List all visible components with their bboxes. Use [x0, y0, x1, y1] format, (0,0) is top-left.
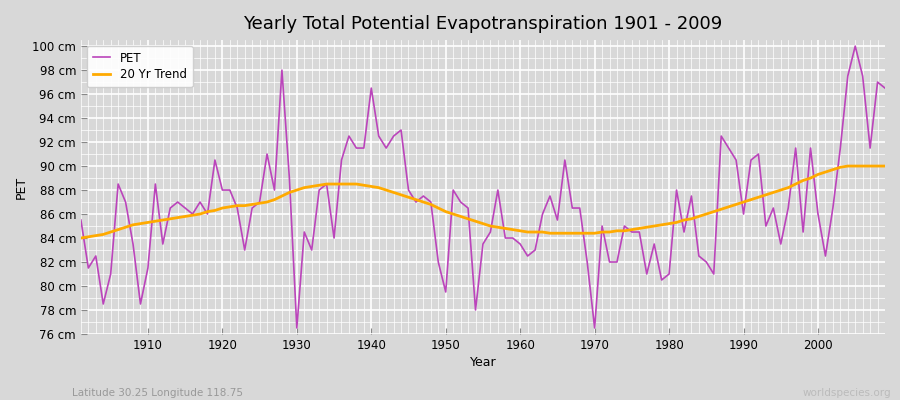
- Text: Latitude 30.25 Longitude 118.75: Latitude 30.25 Longitude 118.75: [72, 388, 243, 398]
- Legend: PET, 20 Yr Trend: PET, 20 Yr Trend: [86, 46, 193, 87]
- PET: [612, 260, 623, 264]
- 20 Yr Trend: [76, 236, 86, 240]
- Line: PET: PET: [81, 46, 885, 328]
- PET: [292, 326, 302, 330]
- PET: [850, 44, 860, 48]
- 20 Yr Trend: [515, 228, 526, 233]
- PET: [135, 302, 146, 306]
- 20 Yr Trend: [879, 164, 890, 168]
- X-axis label: Year: Year: [470, 356, 496, 369]
- Title: Yearly Total Potential Evapotranspiration 1901 - 2009: Yearly Total Potential Evapotranspiratio…: [243, 15, 723, 33]
- 20 Yr Trend: [135, 221, 146, 226]
- Y-axis label: PET: PET: [15, 176, 28, 199]
- PET: [879, 86, 890, 90]
- PET: [515, 242, 526, 246]
- 20 Yr Trend: [344, 182, 355, 186]
- PET: [351, 146, 362, 150]
- PET: [76, 218, 86, 222]
- PET: [522, 254, 533, 258]
- Text: worldspecies.org: worldspecies.org: [803, 388, 891, 398]
- 20 Yr Trend: [604, 230, 615, 234]
- 20 Yr Trend: [842, 164, 853, 168]
- Line: 20 Yr Trend: 20 Yr Trend: [81, 166, 885, 238]
- 20 Yr Trend: [299, 185, 310, 190]
- PET: [306, 248, 317, 252]
- 20 Yr Trend: [508, 227, 518, 232]
